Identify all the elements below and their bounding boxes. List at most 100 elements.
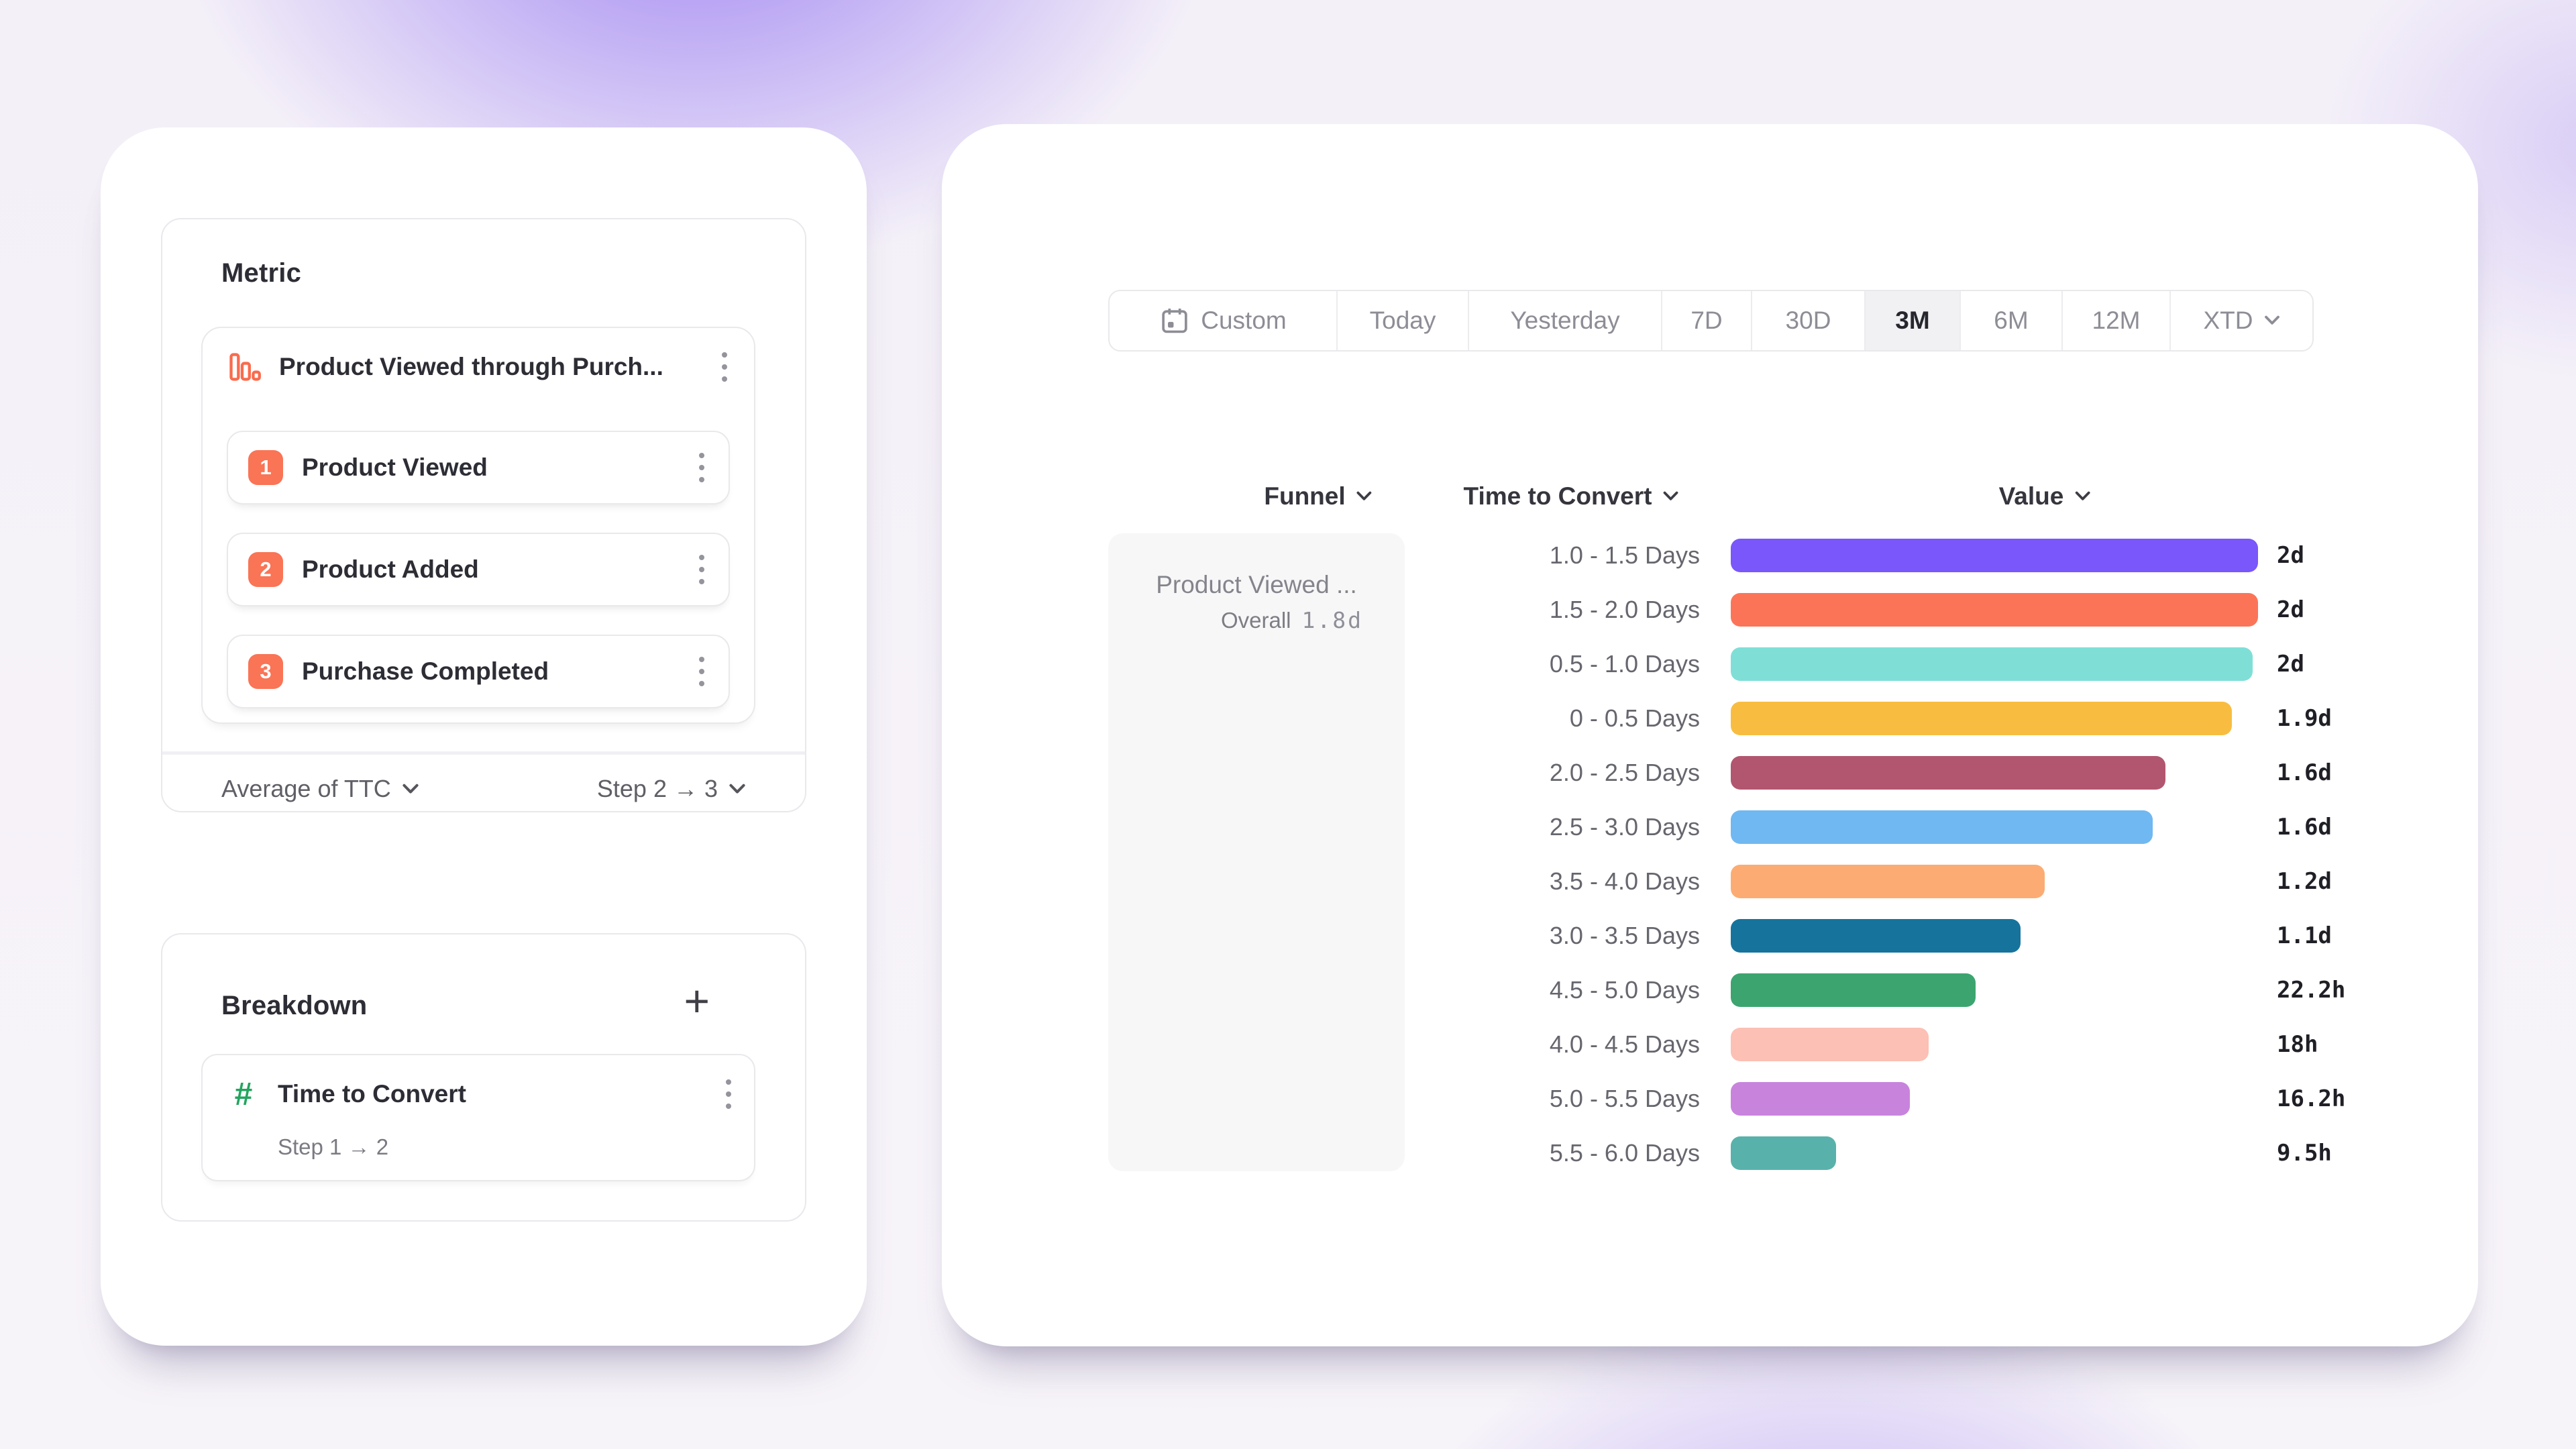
bar-value: 1.2d — [2277, 867, 2332, 895]
bar-value: 2d — [2277, 541, 2304, 569]
bar-track — [1731, 864, 2258, 898]
aggregation-dropdown[interactable]: Average of TTC — [221, 775, 419, 803]
step-kebab-menu-icon[interactable] — [692, 447, 711, 488]
bar-label: 2.5 - 3.0 Days — [1549, 812, 1700, 841]
date-range-custom[interactable]: Custom — [1110, 291, 1338, 350]
bar[interactable] — [1731, 810, 2153, 844]
bar[interactable] — [1731, 1081, 1911, 1116]
bar-track — [1731, 538, 2258, 572]
bar[interactable] — [1731, 1027, 1929, 1061]
funnel-metric-name: Product Viewed through Purch... — [279, 353, 663, 380]
chevron-down-icon — [729, 784, 746, 795]
step-kebab-menu-icon[interactable] — [692, 549, 711, 590]
bar[interactable] — [1731, 538, 2258, 572]
chevron-down-icon — [2074, 491, 2090, 502]
breakdown-column-header[interactable]: Time to Convert — [1464, 482, 1679, 511]
date-range-picker: Custom Today Yesterday 7D 30D 3M 6M 12M XTD — [1108, 290, 2314, 352]
bar-track — [1731, 1081, 2258, 1116]
bar-value: 2d — [2277, 596, 2304, 623]
step-kebab-menu-icon[interactable] — [692, 651, 711, 692]
bar-label: 1.5 - 2.0 Days — [1549, 595, 1700, 623]
overall-value: 1.8d — [1301, 607, 1363, 633]
value-column-header-label: Value — [1998, 482, 2064, 510]
bar-label: 4.5 - 5.0 Days — [1549, 975, 1700, 1004]
metric-footer: Average of TTC Step 2 → 3 — [221, 755, 746, 811]
bar[interactable] — [1731, 755, 2166, 790]
bar-label: 4.0 - 4.5 Days — [1549, 1030, 1700, 1058]
chevron-down-icon — [2264, 315, 2280, 326]
bar[interactable] — [1731, 864, 2045, 898]
bar-value: 22.2h — [2277, 976, 2346, 1004]
bar-label: 0 - 0.5 Days — [1569, 704, 1700, 732]
date-range-label: XTD — [2203, 307, 2253, 334]
chart-row: 5.0 - 5.5 Days 16.2h — [1411, 1071, 2345, 1126]
bar-chart: 1.0 - 1.5 Days 2d 1.5 - 2.0 Days 2d 0.5 - 1.… — [1411, 528, 2345, 1180]
chevron-down-icon — [1662, 491, 1678, 502]
date-range-yesterday[interactable]: Yesterday — [1469, 291, 1662, 350]
date-range-6m[interactable]: 6M — [1961, 291, 2063, 350]
bar-value: 9.5h — [2277, 1139, 2332, 1167]
chart-row: 0 - 0.5 Days 1.9d — [1411, 691, 2345, 745]
bar[interactable] — [1731, 918, 2021, 953]
bar-track — [1731, 918, 2258, 953]
bar-value: 1.6d — [2277, 813, 2332, 841]
funnel-metric-header[interactable]: Product Viewed through Purch... — [203, 328, 754, 406]
date-range-30d[interactable]: 30D — [1752, 291, 1866, 350]
date-range-label: 7D — [1690, 307, 1723, 334]
bar-label: 5.5 - 6.0 Days — [1549, 1138, 1700, 1167]
breakdown-kebab-menu-icon[interactable] — [719, 1074, 738, 1114]
bar-value: 1.6d — [2277, 759, 2332, 786]
query-builder-card: Metric Product Viewed through Purch... 1… — [101, 127, 867, 1346]
bar-label: 3.0 - 3.5 Days — [1549, 921, 1700, 949]
funnel-step-1[interactable]: 1 Product Viewed — [227, 431, 730, 504]
metric-footer-divider — [162, 751, 805, 755]
bar[interactable] — [1731, 647, 2253, 681]
step-number-badge: 1 — [248, 450, 283, 485]
bar-track — [1731, 1136, 2258, 1170]
funnel-cell[interactable]: Product Viewed ... Overall 1.8d — [1108, 533, 1405, 1171]
date-range-label: 6M — [1994, 307, 2029, 334]
breakdown-section: Breakdown + # Time to Convert Step 1 → 2 — [161, 933, 806, 1222]
bar-label: 0.5 - 1.0 Days — [1549, 649, 1700, 678]
breakdown-item-label: Time to Convert — [278, 1080, 466, 1108]
date-range-label: Custom — [1201, 307, 1287, 334]
funnel-cell-overall: Overall 1.8d — [1108, 607, 1405, 633]
date-range-xtd[interactable]: XTD — [2171, 291, 2312, 350]
value-column-header[interactable]: Value — [1999, 482, 2091, 511]
funnel-column-header[interactable]: Funnel — [1264, 482, 1372, 511]
bar[interactable] — [1731, 592, 2258, 627]
funnel-column-header-label: Funnel — [1264, 482, 1346, 510]
bar-track — [1731, 810, 2258, 844]
date-range-label: 12M — [2092, 307, 2141, 334]
date-range-12m[interactable]: 12M — [2063, 291, 2171, 350]
step-label: Product Viewed — [302, 453, 488, 481]
bar-track — [1731, 701, 2258, 735]
bar-track — [1731, 647, 2258, 681]
step-label: Purchase Completed — [302, 657, 549, 685]
add-breakdown-button[interactable]: + — [684, 976, 710, 1026]
chart-row: 1.0 - 1.5 Days 2d — [1411, 528, 2345, 582]
breakdown-item-box[interactable]: # Time to Convert Step 1 → 2 — [201, 1054, 755, 1181]
funnel-step-2[interactable]: 2 Product Added — [227, 533, 730, 606]
chart-row: 3.0 - 3.5 Days 1.1d — [1411, 908, 2345, 963]
breakdown-column-header-label: Time to Convert — [1463, 482, 1652, 510]
number-property-icon: # — [234, 1076, 253, 1112]
bar-value: 16.2h — [2277, 1085, 2346, 1112]
date-range-3m[interactable]: 3M — [1866, 291, 1961, 350]
bar[interactable] — [1731, 701, 2232, 735]
date-range-7d[interactable]: 7D — [1662, 291, 1752, 350]
step-range-dropdown[interactable]: Step 2 → 3 — [597, 775, 746, 803]
funnel-step-3[interactable]: 3 Purchase Completed — [227, 635, 730, 708]
funnel-kebab-menu-icon[interactable] — [715, 347, 734, 387]
chevron-down-icon — [402, 784, 419, 795]
bar[interactable] — [1731, 1136, 1837, 1170]
date-range-label: 3M — [1895, 307, 1930, 334]
funnel-metric-box[interactable]: Product Viewed through Purch... 1 Product… — [201, 327, 755, 724]
bar-track — [1731, 973, 2258, 1007]
bar[interactable] — [1731, 973, 1976, 1007]
date-range-today[interactable]: Today — [1338, 291, 1469, 350]
chart-row: 1.5 - 2.0 Days 2d — [1411, 582, 2345, 637]
bar-value: 1.9d — [2277, 704, 2332, 732]
chevron-down-icon — [1356, 491, 1373, 502]
